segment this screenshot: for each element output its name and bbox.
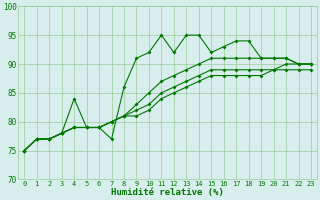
- X-axis label: Humidité relative (%): Humidité relative (%): [111, 188, 224, 197]
